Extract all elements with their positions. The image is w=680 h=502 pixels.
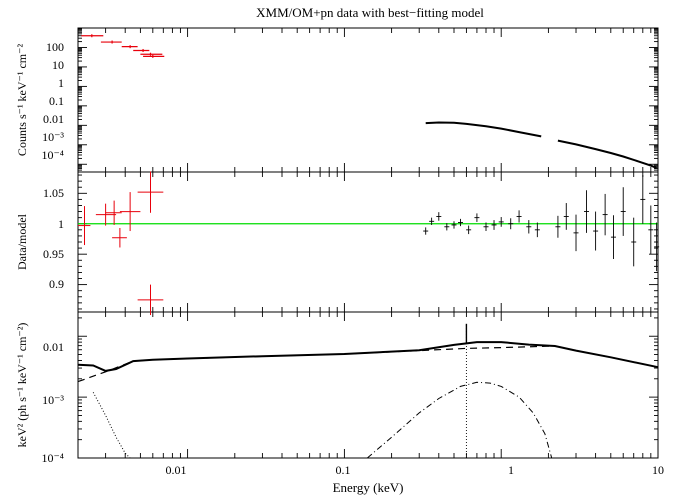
axis-ticks bbox=[77, 27, 659, 459]
total-model-line bbox=[77, 341, 659, 372]
top-ytick-label: 10⁻³ bbox=[42, 130, 64, 144]
top-ytick-label: 0.1 bbox=[49, 94, 64, 108]
middle-ytick-label: 0.9 bbox=[49, 277, 64, 291]
bottom-ytick-label: 10⁻³ bbox=[42, 393, 64, 407]
bottom-ytick-label: 10⁻⁴ bbox=[41, 451, 64, 465]
xtick-label: 0.1 bbox=[336, 463, 351, 477]
top-ytick-label: 10⁻⁴ bbox=[41, 148, 64, 162]
figure-title: XMM/OM+pn data with best−fitting model bbox=[256, 5, 484, 20]
middle-ytick-label: 1.05 bbox=[43, 186, 64, 200]
top-panel-frame bbox=[77, 27, 659, 173]
bottom-panel-ylabel: keV² (ph s⁻¹ keV⁻¹ cm⁻²) bbox=[15, 323, 29, 448]
x-axis-label: Energy (keV) bbox=[333, 480, 404, 495]
middle-panel-ylabel: Data/model bbox=[15, 213, 29, 270]
middle-panel-frame bbox=[77, 171, 659, 313]
chart-marks bbox=[77, 34, 660, 459]
top-ytick-label: 100 bbox=[46, 40, 64, 54]
top-ytick-label: 10 bbox=[52, 58, 64, 72]
xtick-label: 0.01 bbox=[166, 463, 187, 477]
pn-spectrum-line bbox=[425, 121, 542, 138]
top-ytick-label: 0.01 bbox=[43, 112, 64, 126]
xtick-label: 1 bbox=[508, 463, 514, 477]
soft-component-line bbox=[366, 381, 553, 459]
bottom-ytick-label: 0.01 bbox=[43, 340, 64, 354]
top-panel-ylabel: Counts s⁻¹ keV⁻¹ cm⁻² bbox=[15, 44, 29, 157]
xtick-label: 10 bbox=[652, 463, 664, 477]
middle-ytick-label: 1 bbox=[58, 217, 64, 231]
pn-spectrum-line bbox=[557, 139, 657, 169]
om-component-line bbox=[92, 392, 131, 459]
top-ytick-label: 1 bbox=[58, 76, 64, 90]
continuum-model-line bbox=[77, 345, 659, 383]
middle-ytick-label: 0.95 bbox=[43, 247, 64, 261]
bottom-panel-frame bbox=[77, 311, 659, 459]
